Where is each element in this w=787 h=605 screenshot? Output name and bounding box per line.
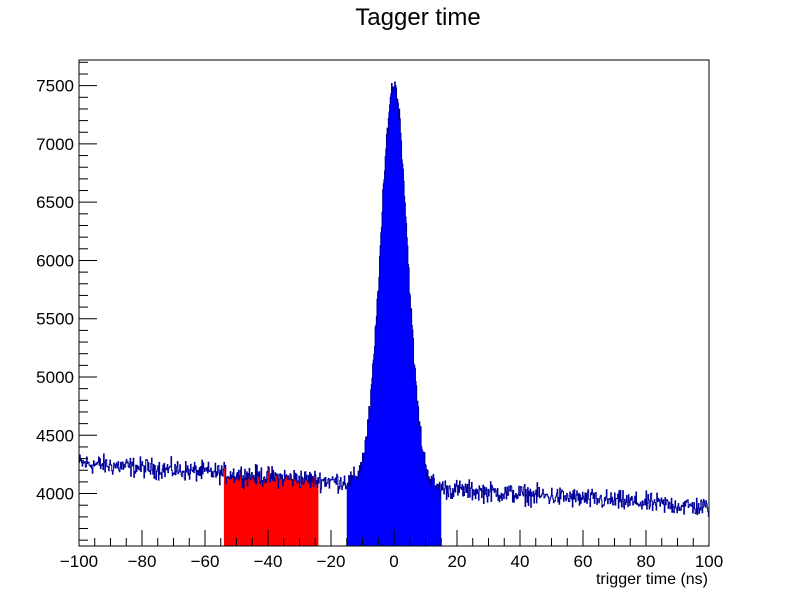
y-tick-label: 4000 (36, 485, 74, 504)
y-tick-label: 5000 (36, 368, 74, 387)
y-tick-label: 4500 (36, 426, 74, 445)
y-tick-label: 5500 (36, 310, 74, 329)
y-tick-label: 6500 (36, 193, 74, 212)
y-tick-label: 6000 (36, 251, 74, 270)
x-tick-label: −80 (128, 552, 157, 571)
x-tick-label: 60 (574, 552, 593, 571)
y-tick-label: 7500 (36, 77, 74, 96)
filled-regions (223, 81, 442, 547)
y-axis: 4000 4500 5000 5500 6000 6500 7000 7500 (36, 61, 97, 541)
x-tick-label: 40 (511, 552, 530, 571)
y-tick-label: 7000 (36, 135, 74, 154)
x-tick-label: −40 (254, 552, 283, 571)
x-tick-label: 100 (695, 552, 723, 571)
chart-title: Tagger time (355, 4, 480, 31)
x-axis: −100 −80 −60 −40 −20 0 20 40 60 80 100 (60, 530, 723, 571)
histogram-series-line (79, 81, 709, 517)
x-tick-label: −60 (191, 552, 220, 571)
series-line-layer (79, 81, 709, 517)
x-axis-label: trigger time (ns) (596, 571, 708, 588)
x-tick-label: 0 (389, 552, 398, 571)
filled-region-1 (223, 462, 319, 546)
x-tick-label: −100 (60, 552, 98, 571)
filled-region-2 (346, 81, 442, 547)
x-tick-label: −20 (317, 552, 346, 571)
x-tick-label: 80 (637, 552, 656, 571)
x-tick-label: 20 (448, 552, 467, 571)
